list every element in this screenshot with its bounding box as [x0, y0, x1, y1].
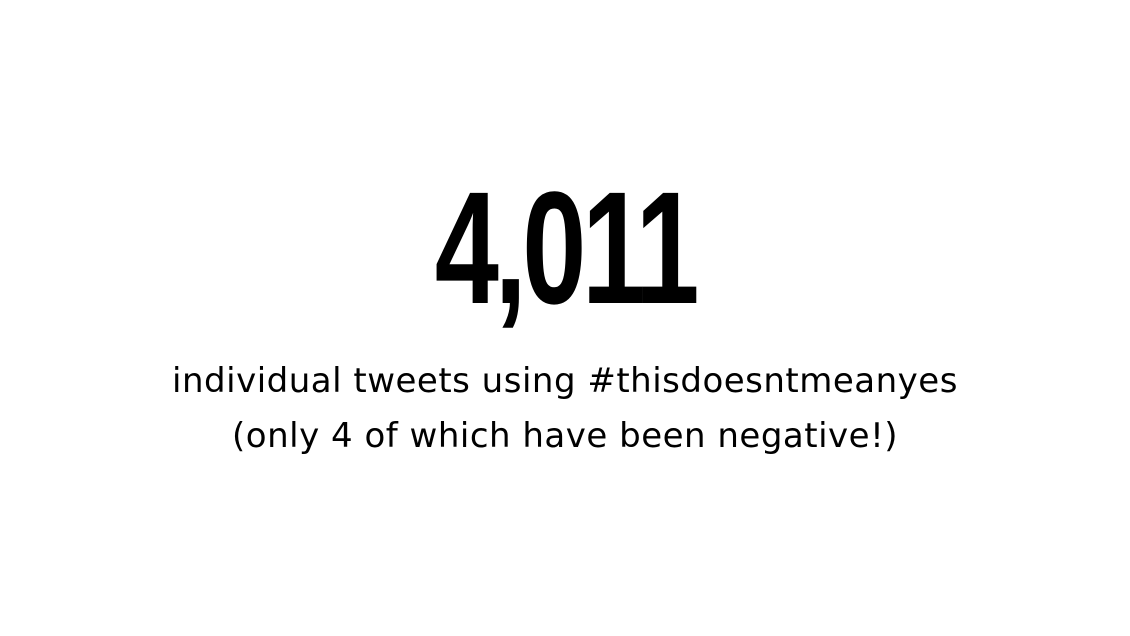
caption-line-1: individual tweets using #thisdoesntmeany…: [172, 361, 958, 401]
caption-line-2: (only 4 of which have been negative!): [232, 416, 898, 456]
headline-number: 4,011: [434, 158, 700, 337]
